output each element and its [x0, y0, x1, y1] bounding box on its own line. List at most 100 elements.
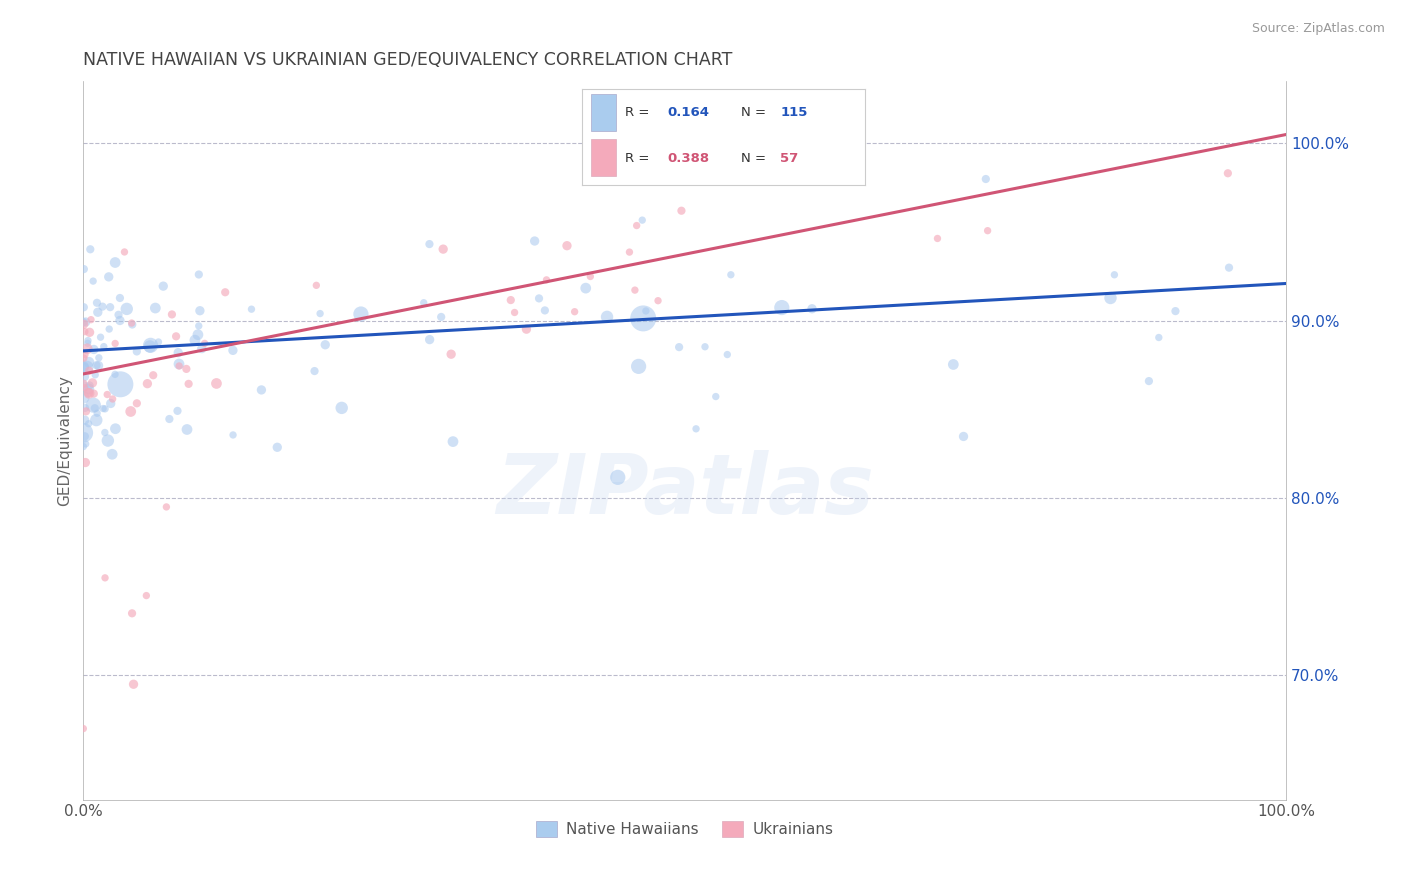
Point	[1099, 291, 1122, 305]
Y-axis label: GED/Equivalency: GED/Equivalency	[58, 375, 72, 506]
Point	[84, 368, 107, 382]
Point	[79, 242, 101, 256]
Point	[135, 589, 157, 603]
Point	[73, 360, 96, 375]
Point	[97, 434, 120, 448]
Text: Source: ZipAtlas.com: Source: ZipAtlas.com	[1251, 22, 1385, 36]
Point	[631, 311, 654, 326]
Point	[114, 244, 136, 259]
Point	[668, 340, 690, 354]
Point	[627, 359, 650, 374]
Point	[94, 425, 117, 440]
Point	[214, 285, 236, 300]
Point	[77, 364, 100, 378]
Point	[97, 269, 120, 284]
Point	[121, 316, 143, 330]
Point	[77, 385, 100, 400]
Point	[108, 313, 131, 327]
Point	[1104, 268, 1126, 282]
Text: NATIVE HAWAIIAN VS UKRAINIAN GED/EQUIVALENCY CORRELATION CHART: NATIVE HAWAIIAN VS UKRAINIAN GED/EQUIVAL…	[83, 51, 733, 69]
Point	[152, 279, 174, 293]
Point	[523, 234, 546, 248]
Point	[564, 304, 586, 318]
Point	[73, 381, 96, 395]
Point	[606, 470, 628, 484]
Point	[107, 308, 129, 322]
Point	[430, 310, 453, 324]
Point	[75, 456, 97, 470]
Point	[73, 351, 96, 365]
Point	[770, 301, 793, 315]
Point	[240, 302, 263, 317]
Point	[79, 326, 101, 340]
Point	[101, 447, 124, 461]
Point	[942, 358, 965, 372]
Point	[73, 317, 96, 331]
Point	[801, 301, 824, 316]
Point	[927, 231, 949, 245]
Point	[304, 364, 326, 378]
Point	[536, 273, 558, 287]
Point	[125, 396, 148, 410]
Point	[194, 336, 217, 351]
Point	[634, 304, 657, 318]
Point	[121, 607, 143, 621]
Point	[86, 358, 108, 372]
Point	[631, 213, 654, 227]
Point	[305, 278, 328, 293]
Point	[222, 428, 245, 442]
Point	[104, 422, 127, 436]
Point	[84, 413, 107, 427]
Point	[98, 300, 121, 314]
Point	[527, 292, 550, 306]
Point	[73, 413, 96, 427]
Point	[86, 406, 108, 420]
Point	[693, 340, 716, 354]
Point	[120, 404, 142, 418]
Point	[136, 376, 159, 391]
Point	[75, 404, 97, 418]
Point	[87, 351, 110, 365]
Text: ZIPatlas: ZIPatlas	[496, 450, 873, 532]
Point	[205, 376, 228, 391]
Point	[176, 422, 198, 436]
Point	[110, 377, 132, 392]
Point	[83, 386, 105, 401]
Point	[73, 348, 96, 362]
Point	[77, 355, 100, 369]
Point	[704, 390, 727, 404]
Point	[87, 359, 110, 373]
Point	[73, 401, 96, 415]
Point	[90, 330, 112, 344]
Point	[91, 401, 114, 416]
Point	[503, 305, 526, 319]
Point	[122, 677, 145, 691]
Point	[86, 295, 108, 310]
Point	[952, 429, 974, 443]
Point	[72, 315, 94, 329]
Point	[72, 359, 94, 374]
Point	[155, 500, 177, 514]
Point	[160, 307, 183, 321]
Point	[72, 425, 94, 440]
Point	[73, 262, 96, 277]
Point	[83, 343, 105, 357]
Point	[596, 310, 619, 324]
Point	[716, 347, 738, 361]
Point	[79, 378, 101, 392]
Point	[626, 219, 648, 233]
Point	[82, 398, 104, 412]
Point	[685, 422, 707, 436]
Point	[104, 255, 127, 269]
Point	[76, 336, 98, 351]
Point	[76, 342, 98, 356]
Point	[184, 333, 207, 347]
Point	[250, 383, 273, 397]
Point	[101, 392, 124, 406]
Point	[148, 334, 170, 349]
Point	[77, 382, 100, 396]
Point	[350, 307, 373, 321]
Point	[73, 429, 96, 443]
Point	[77, 417, 100, 431]
Point	[515, 322, 537, 336]
